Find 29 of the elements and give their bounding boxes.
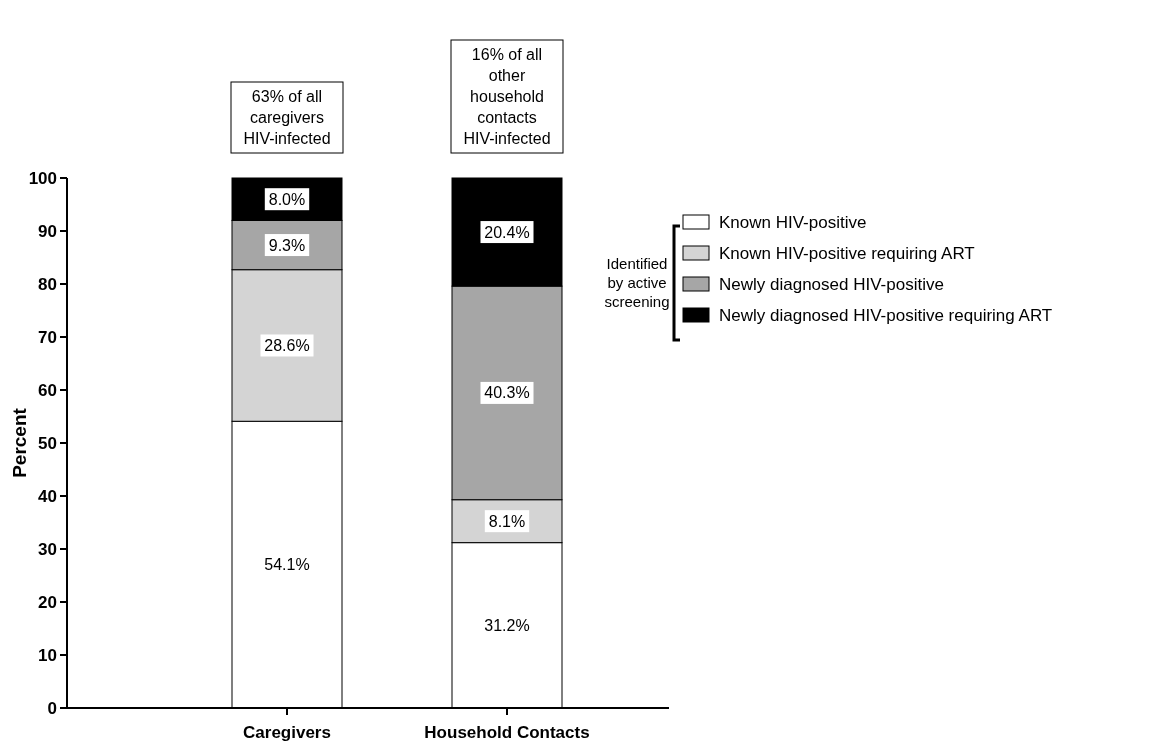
y-tick-label: 10: [38, 646, 57, 665]
data-label: 8.0%: [268, 190, 306, 208]
data-label: 8.1%: [488, 512, 526, 530]
y-tick-label: 40: [38, 487, 57, 506]
legend-label: Newly diagnosed HIV-positive requiring ART: [719, 306, 1053, 325]
y-tick-label: 0: [47, 699, 57, 718]
y-tick-label: 60: [38, 381, 57, 400]
x-tick-label: Caregivers: [243, 723, 331, 742]
y-axis-title: Percent: [9, 407, 30, 478]
text: 16% of all other household contacts HIV-infected: [463, 46, 551, 147]
data-label: 9.3%: [268, 236, 306, 254]
y-tick-label: 30: [38, 540, 57, 559]
data-label: 40.3%: [484, 384, 530, 402]
data-label: 28.6%: [264, 336, 310, 354]
y-tick-label: 100: [28, 169, 57, 188]
data-label: 54.1%: [264, 556, 310, 574]
y-tick-label: 90: [38, 222, 57, 241]
text: 63% of all caregivers HIV-infected: [243, 88, 331, 147]
legend-label: Known HIV-positive: [719, 213, 867, 232]
y-tick-label: 70: [38, 328, 57, 347]
data-label: 31.2%: [484, 616, 530, 634]
y-tick-label: 20: [38, 593, 57, 612]
y-tick-label: 50: [38, 434, 57, 453]
legend-label: Known HIV-positive requiring ART: [719, 244, 975, 263]
x-tick-label: Household Contacts: [424, 723, 590, 742]
annotation: Identified by active screening: [604, 255, 670, 310]
y-tick-label: 80: [38, 275, 57, 294]
data-label: 20.4%: [484, 223, 530, 241]
legend-label: Newly diagnosed HIV-positive: [719, 275, 944, 294]
